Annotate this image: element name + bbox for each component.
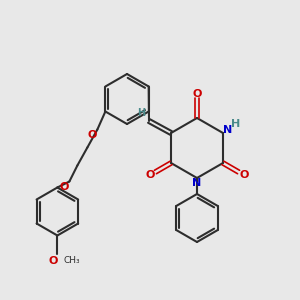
Text: H: H (137, 108, 145, 118)
Text: CH₃: CH₃ (63, 256, 80, 265)
Text: N: N (224, 125, 232, 135)
Text: O: O (192, 89, 202, 99)
Text: O: O (239, 170, 248, 180)
Text: N: N (192, 178, 202, 188)
Text: O: O (88, 130, 97, 140)
Text: O: O (49, 256, 58, 266)
Text: H: H (231, 119, 241, 129)
Text: O: O (146, 170, 155, 180)
Text: O: O (60, 182, 69, 191)
